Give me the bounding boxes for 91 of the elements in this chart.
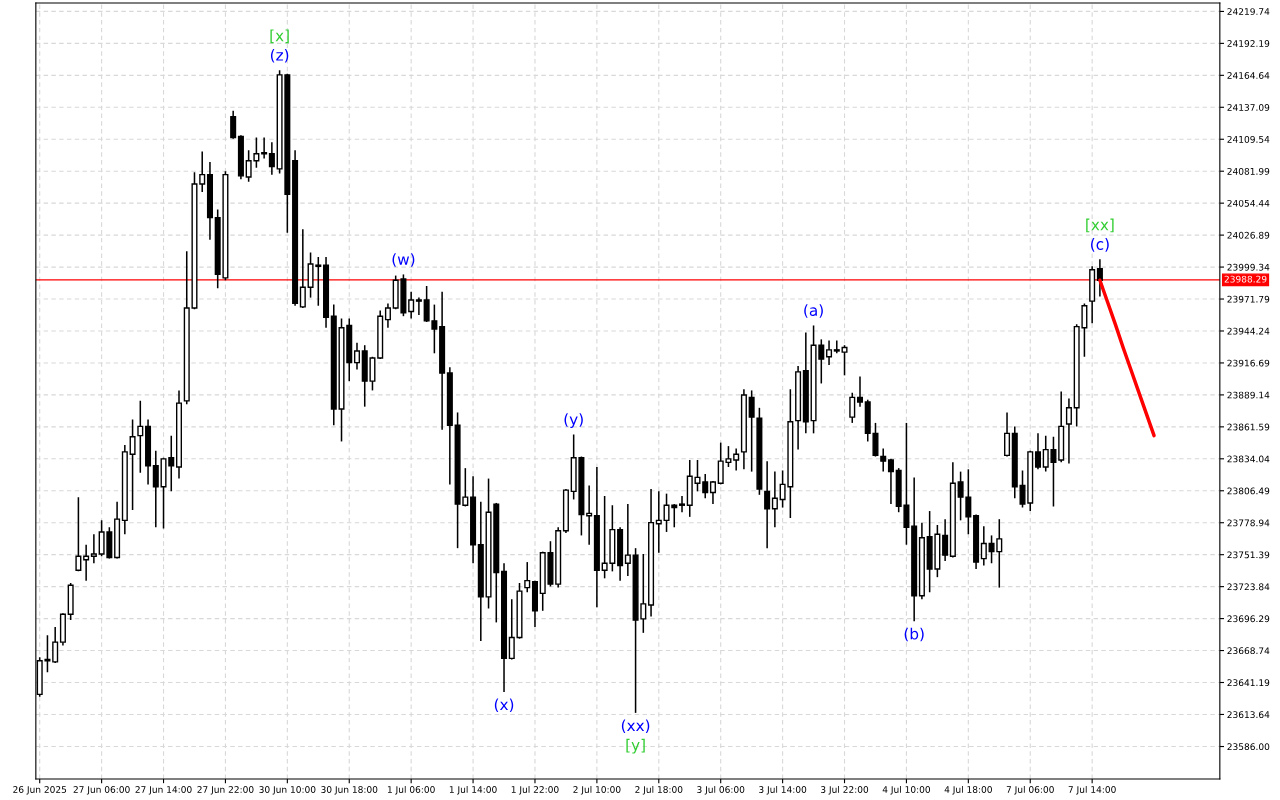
- annotation: (a): [804, 304, 823, 318]
- y-tick-label: 23586.00: [1227, 743, 1270, 751]
- candlestick: [980, 525, 987, 567]
- annotation: (y): [564, 413, 583, 428]
- x-tick-label: 26 Jun 2025: [13, 786, 67, 795]
- x-tick-label: 1 Jul 14:00: [449, 785, 497, 795]
- candlestick: [733, 447, 740, 472]
- candlestick: [524, 561, 531, 594]
- y-tick-label: 23834.04: [1227, 455, 1270, 463]
- x-tick-label: 3 Jul 22:00: [821, 785, 869, 795]
- x-tick-label: 27 Jun 14:00: [135, 786, 192, 795]
- x-tick-label: 4 Jul 10:00: [882, 785, 931, 795]
- annotation: (x): [494, 698, 514, 713]
- annotation: [xx]: [1086, 218, 1114, 233]
- candlestick: [655, 490, 662, 554]
- candlestick: [137, 400, 144, 474]
- candlestick: [384, 302, 391, 329]
- candlestick: [52, 626, 59, 664]
- x-tick-label: 7 Jul 14:00: [1068, 785, 1116, 795]
- y-tick-label: 23696.29: [1227, 615, 1270, 623]
- candlestick: [841, 344, 848, 377]
- candlestick: [624, 503, 631, 577]
- x-tick-label: 1 Jul 06:00: [387, 785, 435, 795]
- x-tick-label: 1 Jul 22:00: [511, 785, 559, 795]
- y-tick-label: 24192.19: [1227, 40, 1270, 47]
- candlestick: [771, 470, 778, 529]
- y-tick-label: 24054.44: [1227, 199, 1270, 207]
- y-tick-label: 24164.64: [1227, 72, 1270, 79]
- candlestick: [75, 496, 82, 573]
- candlestick: [678, 495, 686, 513]
- y-tick-label: 23723.84: [1227, 583, 1270, 591]
- candlestick: [748, 389, 755, 473]
- candlestick: [826, 339, 833, 366]
- x-tick-label: 2 Jul 10:00: [573, 785, 621, 795]
- candlestick: [833, 339, 840, 355]
- candlestick: [299, 228, 306, 309]
- y-tick-label: 23751.39: [1227, 551, 1270, 559]
- x-tick-label: 30 Jun 18:00: [321, 786, 378, 795]
- candlestick: [261, 136, 268, 160]
- y-tick-label: 23889.14: [1227, 391, 1270, 399]
- x-tick-label: 4 Jul 18:00: [944, 785, 992, 795]
- candlestick: [1096, 258, 1103, 298]
- candlestick: [152, 449, 159, 529]
- candlestick: [764, 460, 771, 549]
- annotation: (z): [270, 49, 289, 63]
- candlestick: [1004, 411, 1011, 458]
- y-tick-label: 23806.49: [1227, 487, 1270, 495]
- annotation: (w): [392, 253, 415, 267]
- x-tick-label: 27 Jun 06:00: [73, 786, 130, 795]
- y-tick-label: 24137.09: [1227, 104, 1270, 111]
- y-tick-label: 23641.19: [1227, 679, 1270, 687]
- candlestick: [408, 291, 415, 320]
- y-tick-label: 24026.89: [1227, 231, 1270, 239]
- y-tick-label: 23668.74: [1227, 647, 1270, 655]
- y-tick-label: 23613.64: [1227, 711, 1270, 719]
- x-tick-label: 27 Jun 22:00: [197, 786, 254, 795]
- y-tick-label: 23916.69: [1227, 359, 1270, 367]
- candlestick: [1034, 432, 1042, 471]
- y-tick-label: 24081.99: [1227, 167, 1270, 175]
- y-tick-label: 23778.94: [1227, 519, 1270, 527]
- y-tick-label: 23944.24: [1227, 327, 1270, 335]
- candlestick: [268, 141, 275, 176]
- candlestick: [230, 110, 237, 140]
- x-tick-label: 7 Jul 06:00: [1006, 785, 1054, 795]
- annotation: (c): [1091, 238, 1109, 252]
- candlestick: [199, 150, 206, 193]
- x-tick-label: 30 Jun 10:00: [259, 786, 316, 795]
- candlestick: [856, 375, 864, 408]
- candlestick: [90, 533, 97, 565]
- candlestick: [887, 458, 894, 505]
- candlestick: [353, 342, 361, 371]
- y-tick-label: 23861.59: [1227, 423, 1270, 431]
- y-tick-label: 24109.54: [1227, 135, 1270, 143]
- y-tick-label: 24219.74: [1227, 8, 1270, 15]
- candlestick: [1065, 397, 1072, 465]
- x-tick-label: 2 Jul 18:00: [635, 785, 683, 795]
- annotation: (b): [904, 627, 924, 642]
- annotation: (xx): [621, 719, 650, 733]
- annotation: [x]: [270, 29, 289, 44]
- candlestick: [129, 418, 136, 511]
- ref-line-label: 23988.29: [1224, 275, 1267, 283]
- candlestick: [415, 296, 422, 316]
- y-tick-label: 23971.79: [1227, 295, 1270, 303]
- candlestick: [942, 518, 949, 562]
- candlestick: [849, 391, 856, 424]
- x-tick-label: 3 Jul 14:00: [759, 785, 807, 795]
- candlestick: [586, 484, 593, 546]
- y-tick-label: 23999.34: [1227, 263, 1270, 271]
- x-tick-label: 3 Jul 06:00: [697, 785, 745, 795]
- candlestick: [880, 447, 887, 473]
- annotation: [y]: [626, 738, 645, 754]
